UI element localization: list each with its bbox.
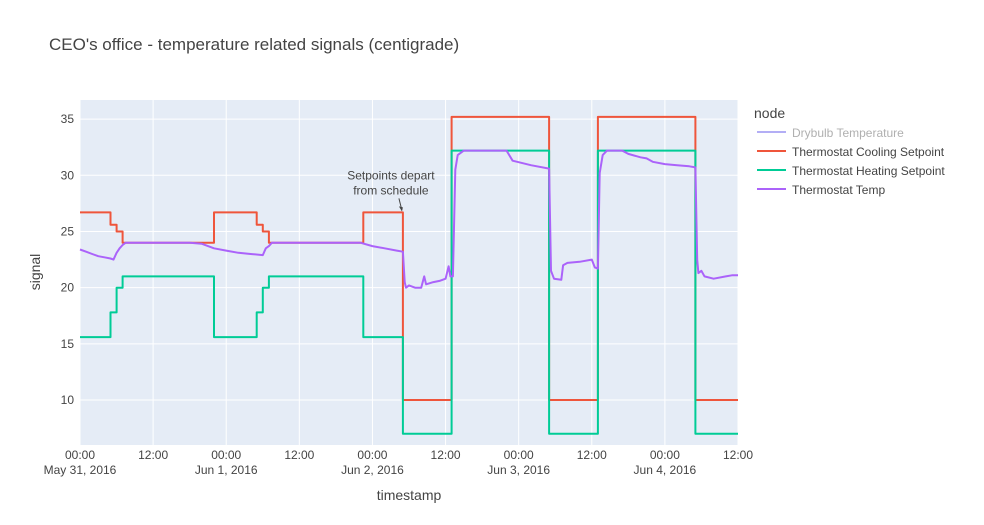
x-tick-label: 12:00 xyxy=(577,448,607,462)
annotation-text: Setpoints depart xyxy=(347,168,435,182)
x-tick-label: 00:00 xyxy=(504,448,534,462)
x-tick-label: 00:00 xyxy=(65,448,95,462)
y-tick-label: 30 xyxy=(61,168,75,182)
legend: node Drybulb Temperature Thermostat Cooli… xyxy=(754,105,945,197)
x-tick-date-label: Jun 3, 2016 xyxy=(487,463,550,477)
x-tick-date-label: May 31, 2016 xyxy=(44,463,117,477)
x-tick-date-label: Jun 1, 2016 xyxy=(195,463,258,477)
x-tick-label: 12:00 xyxy=(723,448,753,462)
series-line-thermostat-temp xyxy=(79,149,738,289)
y-axis-ticks: 10 15 20 25 30 35 xyxy=(61,112,75,407)
chart-title: CEO's office - temperature related signa… xyxy=(49,35,459,54)
y-tick-label: 35 xyxy=(61,112,75,126)
annotation-arrow-head xyxy=(398,206,403,212)
series-line-thermostat-heating-setpoint xyxy=(80,149,738,435)
x-tick-label: 00:00 xyxy=(357,448,387,462)
x-tick-label: 12:00 xyxy=(284,448,314,462)
legend-title: node xyxy=(754,105,785,121)
plot-background xyxy=(80,100,738,445)
annotation-text: from schedule xyxy=(353,183,429,197)
y-tick-label: 15 xyxy=(61,337,75,351)
y-tick-label: 25 xyxy=(61,224,75,238)
x-tick-label: 12:00 xyxy=(138,448,168,462)
legend-label-thermostat-cooling-setpoint: Thermostat Cooling Setpoint xyxy=(792,145,945,159)
x-tick-date-label: Jun 4, 2016 xyxy=(634,463,697,477)
series-line-thermostat-cooling-setpoint xyxy=(80,115,738,401)
legend-label-thermostat-heating-setpoint: Thermostat Heating Setpoint xyxy=(792,164,945,178)
y-axis-label: signal xyxy=(27,254,43,291)
x-tick-label: 12:00 xyxy=(431,448,461,462)
grid xyxy=(79,100,739,445)
x-tick-date-label: Jun 2, 2016 xyxy=(341,463,404,477)
x-axis-label: timestamp xyxy=(377,487,442,503)
y-tick-label: 20 xyxy=(61,281,75,295)
series-layer xyxy=(79,115,738,435)
x-tick-label: 00:00 xyxy=(211,448,241,462)
legend-label-drybulb-temperature: Drybulb Temperature xyxy=(792,126,904,140)
y-tick-label: 10 xyxy=(61,393,75,407)
legend-label-thermostat-temp: Thermostat Temp xyxy=(792,183,885,197)
x-tick-label: 00:00 xyxy=(650,448,680,462)
